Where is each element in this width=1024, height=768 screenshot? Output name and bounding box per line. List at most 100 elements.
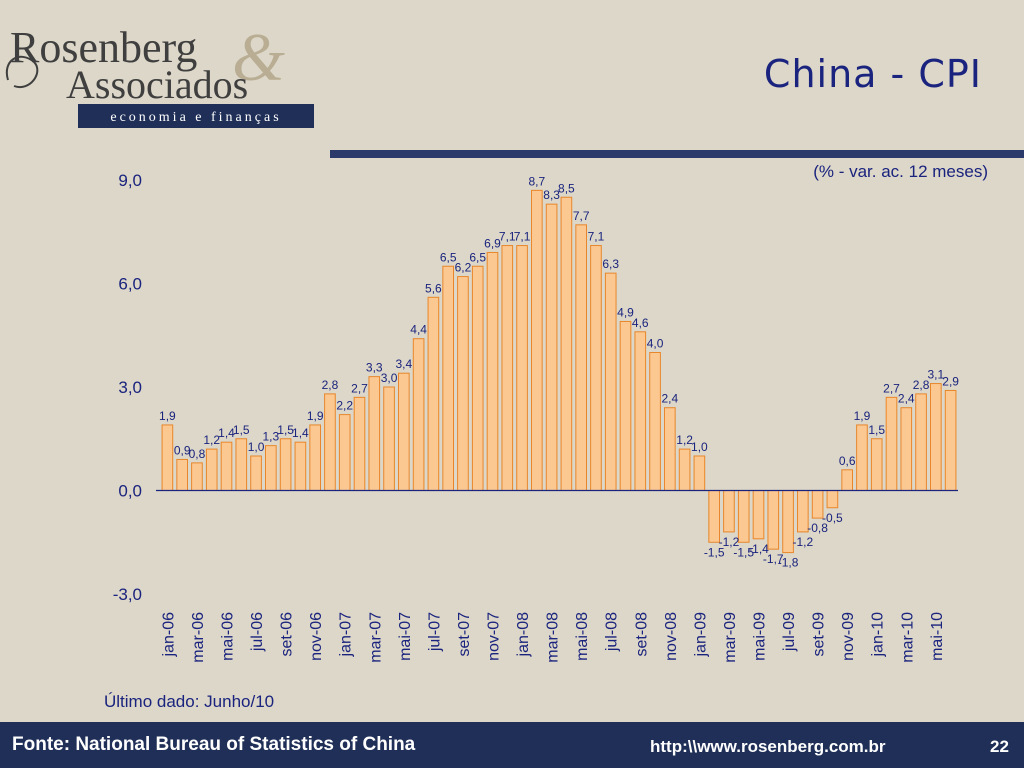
chart-subtitle: (% - var. ac. 12 meses): [813, 162, 988, 181]
bar-value-label: 6,9: [484, 236, 501, 250]
x-tick-label: mai-06: [220, 612, 237, 661]
bar: [471, 265, 484, 491]
bar-value-label: 7,1: [588, 230, 605, 244]
bar-value-label: 6,5: [440, 250, 457, 264]
bar: [531, 189, 543, 491]
bar-value-label: 6,5: [469, 250, 486, 264]
bar: [427, 296, 440, 491]
bar-value-label: 3,0: [381, 371, 398, 385]
x-tick-label: mar-07: [367, 612, 384, 663]
x-tick-label: nov-06: [308, 612, 325, 661]
bar: [457, 276, 469, 491]
bar: [324, 393, 336, 491]
x-tick-label: jul-09: [781, 612, 798, 652]
x-tick-label: mai-08: [574, 612, 591, 661]
bar: [915, 393, 927, 491]
bar-value-label: 7,1: [514, 230, 531, 244]
rosenberg-associados-logo: & Rosenberg Associados economia e finanç…: [5, 19, 314, 128]
svg-text:economia e finanças: economia e finanças: [110, 110, 281, 125]
y-tick-label: 3,0: [118, 378, 142, 397]
bar-value-label: 1,5: [277, 423, 294, 437]
bar: [737, 490, 750, 543]
x-tick-label: set-09: [811, 612, 828, 657]
x-tick-label: jan-07: [338, 612, 355, 658]
x-tick-label: set-07: [456, 612, 473, 657]
bar-value-label: 1,2: [676, 433, 693, 447]
bar-value-label: 8,5: [558, 181, 575, 195]
bar: [412, 338, 425, 491]
bar: [752, 490, 765, 540]
bar: [486, 251, 499, 491]
bar: [398, 372, 410, 491]
x-tick-label: jan-10: [870, 612, 887, 658]
bar: [856, 424, 868, 492]
bar-value-label: -0,8: [807, 521, 828, 535]
bar: [678, 448, 691, 492]
y-tick-label: 0,0: [118, 482, 142, 501]
x-tick-label: set-06: [279, 612, 296, 657]
x-tick-label: jan-09: [692, 612, 709, 658]
x-tick-label: jul-07: [426, 612, 443, 652]
bar: [353, 396, 366, 492]
bar-value-label: 4,9: [617, 305, 634, 319]
bar-value-label: 2,2: [336, 399, 353, 413]
bar: [575, 224, 587, 491]
bar: [250, 455, 262, 491]
svg-text:Associados: Associados: [66, 62, 248, 107]
x-tick-label: mar-10: [899, 612, 916, 663]
bar: [176, 458, 188, 492]
x-tick-label: jan-08: [515, 612, 532, 658]
page-title: China - CPI: [763, 52, 982, 96]
bar: [235, 438, 248, 491]
bar-value-label: -0,5: [822, 511, 843, 525]
bar-value-label: 2,4: [898, 392, 915, 406]
bar-value-label: -1,8: [778, 556, 799, 570]
data-labels: 1,90,90,81,21,41,51,01,31,51,41,92,82,22…: [159, 174, 959, 569]
website-link[interactable]: http:\\www.rosenberg.com.br: [650, 737, 886, 756]
bar: [560, 196, 573, 491]
bar: [693, 455, 706, 491]
bar-value-label: -1,5: [733, 545, 754, 559]
bar-value-label: 5,6: [425, 281, 442, 295]
bar: [604, 272, 617, 492]
footer-bar: Fonte: National Bureau of Statistics of …: [0, 722, 1024, 768]
bar: [161, 424, 174, 492]
x-tick-label: mar-06: [190, 612, 207, 663]
bar-value-label: 3,3: [366, 361, 383, 375]
bar: [265, 445, 277, 491]
bar: [338, 414, 351, 492]
last-data-note: Último dado: Junho/10: [104, 692, 275, 711]
bar-value-label: 1,4: [218, 426, 235, 440]
bar: [723, 490, 735, 533]
bar: [826, 490, 839, 509]
bar-value-label: 1,9: [159, 409, 176, 423]
bar: [870, 438, 883, 491]
y-axis: 9,0 6,0 3,0 0,0 -3,0: [113, 171, 142, 604]
bar-value-label: 6,2: [455, 261, 472, 275]
bar-value-label: -1,4: [748, 542, 769, 556]
x-tick-label: jul-06: [249, 612, 266, 652]
bar: [944, 389, 957, 491]
bar-value-label: 8,3: [543, 188, 560, 202]
bar-value-label: 2,7: [351, 381, 368, 395]
bar-value-label: 2,8: [913, 378, 930, 392]
y-tick-label: 6,0: [118, 275, 142, 294]
bar-value-label: 1,4: [292, 426, 309, 440]
bar-value-label: 2,8: [322, 378, 339, 392]
bar-value-label: 1,5: [233, 423, 250, 437]
x-tick-label: mai-09: [752, 612, 769, 661]
x-tick-label: nov-08: [663, 612, 680, 661]
bar-value-label: 2,7: [883, 381, 900, 395]
bar-value-label: 4,6: [632, 316, 649, 330]
bar: [279, 438, 292, 491]
svg-text:&: &: [232, 19, 285, 95]
bar: [368, 376, 381, 491]
x-tick-label: jan-06: [160, 612, 177, 658]
chart-bars: [161, 189, 957, 554]
bar: [309, 424, 321, 492]
bar-value-label: 3,4: [395, 357, 412, 371]
bar: [619, 320, 632, 491]
bar-value-label: 4,4: [410, 323, 427, 337]
bar: [220, 441, 233, 492]
bar: [634, 331, 647, 491]
